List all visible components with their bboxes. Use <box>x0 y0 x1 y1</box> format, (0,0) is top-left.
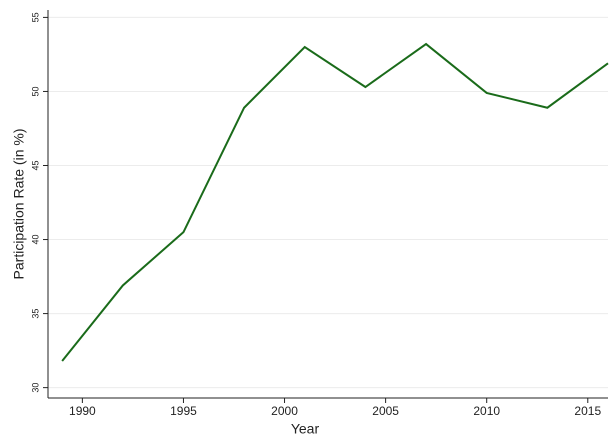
data-line <box>61 42 609 362</box>
x-tick-label: 1990 <box>69 404 96 418</box>
x-tick-label: 2000 <box>271 404 298 418</box>
x-axis-label: Year <box>291 421 320 437</box>
y-tick-label: 40 <box>30 235 40 245</box>
x-tick-label: 2005 <box>372 404 399 418</box>
y-tick-label: 55 <box>30 12 40 22</box>
x-tick-label: 2015 <box>574 404 601 418</box>
y-tick-label: 35 <box>30 309 40 319</box>
y-tick-label: 30 <box>30 383 40 393</box>
x-tick-label: 2010 <box>473 404 500 418</box>
x-tick-label: 1995 <box>170 404 197 418</box>
y-tick-label: 50 <box>30 86 40 96</box>
y-tick-label: 45 <box>30 160 40 170</box>
y-axis-label: Participation Rate (in %) <box>11 129 27 280</box>
